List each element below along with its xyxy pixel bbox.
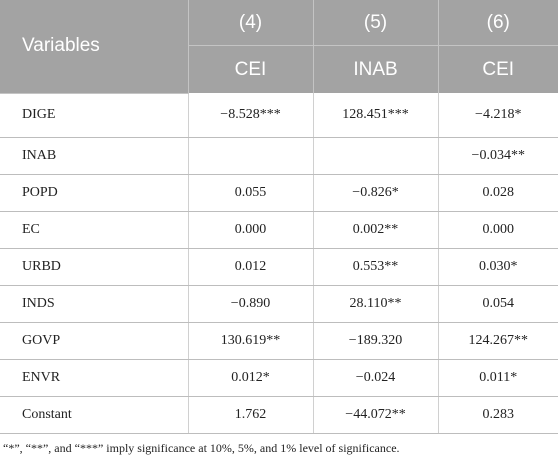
coefficient-cell: 1.762 — [187, 396, 313, 434]
coefficient-cell: −0.826* — [312, 174, 438, 212]
variable-name: URBD — [0, 248, 188, 286]
table-header: Variables (4) (5) (6) CEI INAB CEI — [0, 0, 558, 94]
coefficient-cell: −44.072** — [312, 396, 438, 434]
coefficient-cell: −0.034** — [437, 137, 558, 175]
coefficient-cell: 0.000 — [187, 211, 313, 249]
table-body: DIGE −8.528*** 128.451*** −4.218* INAB −… — [0, 93, 558, 434]
table-row: Constant 1.762 −44.072** 0.283 — [0, 396, 558, 434]
coefficient-cell: 28.110** — [312, 285, 438, 323]
variable-name: POPD — [0, 174, 188, 212]
dependent-5-header: INAB — [312, 45, 438, 93]
coefficient-cell: 0.054 — [437, 285, 558, 323]
variable-name: ENVR — [0, 359, 188, 397]
header-row-dependents: CEI INAB CEI — [0, 45, 558, 93]
significance-footnote: “*”, “**”, and “***” imply significance … — [3, 441, 400, 455]
coefficient-cell: 124.267** — [437, 322, 558, 360]
dependent-6-header: CEI — [437, 45, 558, 93]
coefficient-cell: 0.012* — [187, 359, 313, 397]
coefficient-cell: 0.028 — [437, 174, 558, 212]
coefficient-cell: 0.011* — [437, 359, 558, 397]
variable-name: INDS — [0, 285, 188, 323]
coefficient-cell: −189.320 — [312, 322, 438, 360]
coefficient-cell: −8.528*** — [187, 93, 313, 138]
table-row: DIGE −8.528*** 128.451*** −4.218* — [0, 93, 558, 138]
table-row: GOVP 130.619** −189.320 124.267** — [0, 322, 558, 360]
coefficient-cell: −0.024 — [312, 359, 438, 397]
coefficient-cell: 128.451*** — [312, 93, 438, 138]
coefficient-cell: 0.012 — [187, 248, 313, 286]
variables-header: Variables — [0, 0, 188, 94]
variable-name: GOVP — [0, 322, 188, 360]
variable-name: DIGE — [0, 93, 188, 138]
variable-name: INAB — [0, 137, 188, 175]
coefficient-cell: 130.619** — [187, 322, 313, 360]
header-row-models: Variables (4) (5) (6) — [0, 0, 558, 94]
dependent-4-header: CEI — [187, 45, 313, 93]
coefficient-cell: 0.283 — [437, 396, 558, 434]
model-4-header: (4) — [187, 0, 313, 46]
coefficient-cell: 0.000 — [437, 211, 558, 249]
coefficient-cell: −0.890 — [187, 285, 313, 323]
coefficient-cell: 0.002** — [312, 211, 438, 249]
coefficient-cell: 0.055 — [187, 174, 313, 212]
coefficient-cell: 0.553** — [312, 248, 438, 286]
coefficient-cell — [187, 137, 313, 175]
regression-table: Variables (4) (5) (6) CEI INAB CEI DIGE … — [0, 0, 558, 434]
model-6-header: (6) — [437, 0, 558, 46]
variable-name: EC — [0, 211, 188, 249]
table-row: INAB −0.034** — [0, 137, 558, 175]
variable-name: Constant — [0, 396, 188, 434]
coefficient-cell: −4.218* — [437, 93, 558, 138]
coefficient-cell — [312, 137, 438, 175]
table-row: INDS −0.890 28.110** 0.054 — [0, 285, 558, 323]
table-row: URBD 0.012 0.553** 0.030* — [0, 248, 558, 286]
table-row: POPD 0.055 −0.826* 0.028 — [0, 174, 558, 212]
coefficient-cell: 0.030* — [437, 248, 558, 286]
table-row: EC 0.000 0.002** 0.000 — [0, 211, 558, 249]
model-5-header: (5) — [312, 0, 438, 46]
table-row: ENVR 0.012* −0.024 0.011* — [0, 359, 558, 397]
